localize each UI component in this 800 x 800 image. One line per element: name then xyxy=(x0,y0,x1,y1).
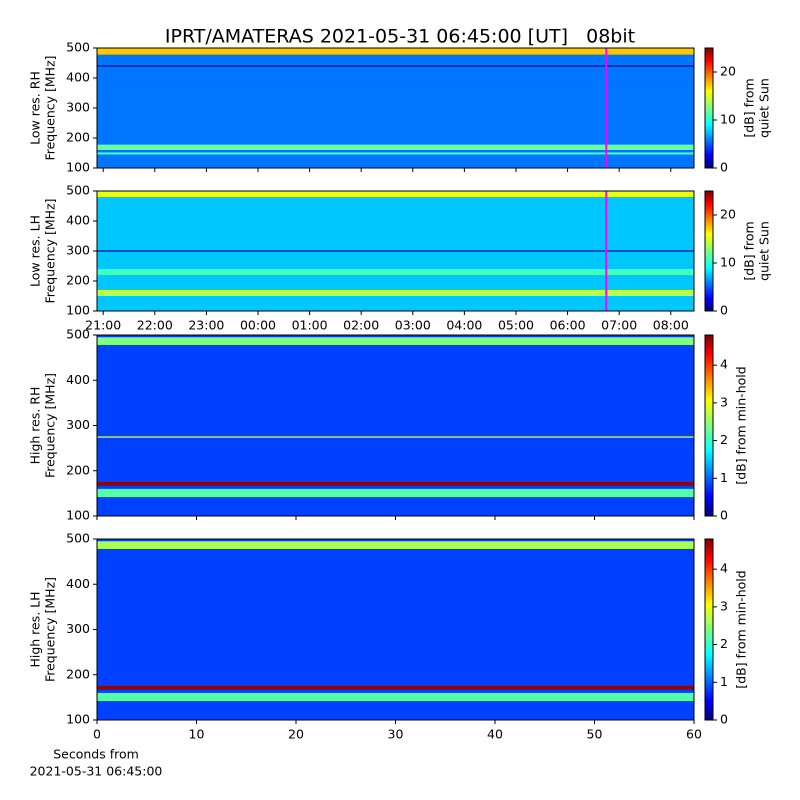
spectral-band xyxy=(97,191,694,197)
x-tick-label: 05:00 xyxy=(498,318,534,333)
colorbar-tick-label: 2 xyxy=(720,636,728,651)
x-tick-label: 04:00 xyxy=(446,318,482,333)
spectral-band xyxy=(97,48,694,55)
colorbar-label: [dB] from min-hold xyxy=(734,570,749,688)
spectral-band xyxy=(97,152,694,155)
y-tick-label: 100 xyxy=(66,160,90,175)
spectral-band xyxy=(97,144,694,150)
y-tick-label: 500 xyxy=(66,40,90,55)
colorbar-tick-label: 0 xyxy=(720,303,728,318)
colorbar-tick-label: 0 xyxy=(720,712,728,727)
spectral-band xyxy=(97,436,694,438)
y-axis-label: High res. RH xyxy=(28,387,43,465)
x-tick-label: 01:00 xyxy=(292,318,328,333)
colorbar-tick-label: 4 xyxy=(720,561,728,576)
y-tick-label: 200 xyxy=(66,462,90,477)
y-tick-label: 500 xyxy=(66,531,90,546)
spectral-band xyxy=(97,488,694,497)
y-axis-label: Frequency [MHz] xyxy=(43,55,58,160)
y-axis-label: Low res. RH xyxy=(28,71,43,145)
spectrogram-background xyxy=(97,335,694,516)
x-tick-label: 50 xyxy=(587,727,603,742)
y-tick-label: 300 xyxy=(66,621,90,636)
x-tick-label: 23:00 xyxy=(188,318,224,333)
y-tick-label: 200 xyxy=(66,273,90,288)
y-tick-label: 300 xyxy=(66,100,90,115)
chart-title: IPRT/AMATERAS 2021-05-31 06:45:00 [UT] 0… xyxy=(165,26,635,48)
colorbar-tick-label: 0 xyxy=(720,508,728,523)
y-axis-label: Low res. LH xyxy=(28,215,43,287)
y-tick-label: 400 xyxy=(66,213,90,228)
colorbar-label: [dB] from min-hold xyxy=(734,366,749,484)
y-tick-label: 100 xyxy=(66,712,90,727)
x-tick-label: 02:00 xyxy=(343,318,379,333)
colorbar xyxy=(704,538,714,721)
colorbar-tick-label: 3 xyxy=(720,394,728,409)
colorbar xyxy=(704,334,714,517)
y-tick-label: 400 xyxy=(66,70,90,85)
spectral-band xyxy=(97,290,694,296)
y-tick-label: 400 xyxy=(66,372,90,387)
x-tick-label: 60 xyxy=(686,727,702,742)
colorbar-label: quiet Sun xyxy=(757,78,772,138)
spectral-band xyxy=(97,65,694,67)
x-tick-label: 20 xyxy=(288,727,304,742)
x-tick-label: 21:00 xyxy=(85,318,121,333)
colorbar-label: [dB] from xyxy=(742,221,757,280)
spectral-band xyxy=(97,482,694,486)
x-tick-label: 08:00 xyxy=(653,318,689,333)
y-tick-label: 100 xyxy=(66,303,90,318)
spectral-band xyxy=(97,337,694,345)
y-axis-label: Frequency [MHz] xyxy=(43,198,58,303)
colorbar-tick-label: 10 xyxy=(720,255,736,270)
colorbar xyxy=(704,47,714,169)
spectral-band xyxy=(97,692,694,701)
x-tick-label: 07:00 xyxy=(601,318,637,333)
x-tick-label: 22:00 xyxy=(137,318,173,333)
x-tick-label: 40 xyxy=(487,727,503,742)
spectral-band xyxy=(97,541,694,549)
colorbar-tick-label: 10 xyxy=(720,112,736,127)
x-tick-label: 0 xyxy=(93,727,101,742)
y-tick-label: 500 xyxy=(66,183,90,198)
colorbar-tick-label: 4 xyxy=(720,357,728,372)
colorbar-tick-label: 3 xyxy=(720,598,728,613)
y-tick-label: 500 xyxy=(66,327,90,342)
y-axis-label: Frequency [MHz] xyxy=(43,577,58,682)
x-tick-label: 10 xyxy=(189,727,205,742)
colorbar xyxy=(704,190,714,312)
y-tick-label: 300 xyxy=(66,243,90,258)
x-axis-label: 2021-05-31 06:45:00 xyxy=(30,764,163,779)
spectrogram-background xyxy=(97,539,694,720)
colorbar-tick-label: 20 xyxy=(720,207,736,222)
x-tick-label: 30 xyxy=(388,727,404,742)
y-tick-label: 200 xyxy=(66,130,90,145)
y-axis-label: Frequency [MHz] xyxy=(43,373,58,478)
y-tick-label: 100 xyxy=(66,508,90,523)
x-tick-label: 06:00 xyxy=(550,318,586,333)
x-tick-label: 03:00 xyxy=(395,318,431,333)
spectral-band xyxy=(97,686,694,690)
x-tick-label: 00:00 xyxy=(240,318,276,333)
colorbar-tick-label: 0 xyxy=(720,160,728,175)
x-axis-label: Seconds from xyxy=(53,747,139,762)
colorbar-tick-label: 2 xyxy=(720,432,728,447)
colorbar-tick-label: 20 xyxy=(720,64,736,79)
colorbar-label: quiet Sun xyxy=(757,221,772,281)
y-tick-label: 200 xyxy=(66,666,90,681)
colorbar-label: [dB] from xyxy=(742,78,757,137)
colorbar-tick-label: 1 xyxy=(720,674,728,689)
y-tick-label: 300 xyxy=(66,417,90,432)
spectral-band xyxy=(97,250,694,252)
spectral-band xyxy=(97,269,694,275)
y-tick-label: 400 xyxy=(66,576,90,591)
colorbar-tick-label: 1 xyxy=(720,470,728,485)
y-axis-label: High res. LH xyxy=(28,591,43,667)
